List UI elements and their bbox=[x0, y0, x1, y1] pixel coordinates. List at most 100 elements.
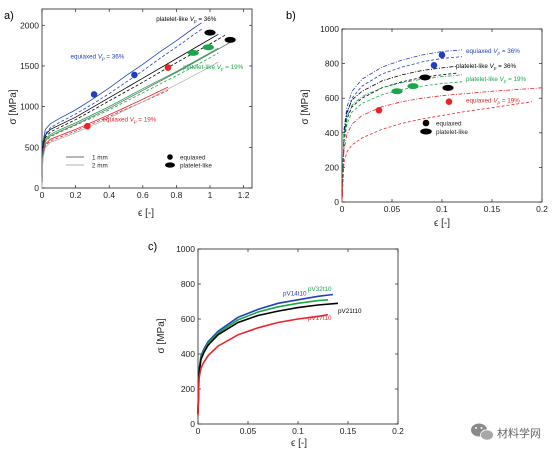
y-tick-label: 600 bbox=[181, 314, 195, 324]
series-line-grey_mid-solid bbox=[41, 42, 231, 189]
legend-marker-ellipse bbox=[165, 162, 175, 168]
x-tick-label: 0.6 bbox=[137, 190, 149, 200]
panel-b: b) σ [MPa] ϵ [-] 0 0.05 0.1 0.15 0.2 0 200 400 6… bbox=[286, 10, 548, 229]
series-line-green-dashdot bbox=[341, 74, 463, 203]
legend-label: platelet-like bbox=[180, 162, 212, 169]
marker-ellipse-green bbox=[391, 88, 403, 95]
watermark-text: 材料学网 bbox=[497, 426, 541, 440]
y-tick-label: 400 bbox=[325, 128, 339, 138]
marker-circle-blue bbox=[90, 91, 98, 98]
y-tick-label: 400 bbox=[181, 349, 195, 359]
plot-frame-2 bbox=[197, 248, 399, 425]
series-line-blue-dashdot bbox=[341, 49, 463, 203]
marker-circle-red bbox=[375, 107, 383, 114]
y-tick-label: 800 bbox=[181, 279, 195, 289]
annotation-label: platelet-like Vp = 19% bbox=[183, 64, 244, 72]
series-line-blue-dashed bbox=[41, 28, 202, 189]
x-tick-label: 0.2 bbox=[536, 204, 548, 214]
x-tick-label: 0 bbox=[340, 204, 345, 214]
annotation-label: pV32t10 bbox=[308, 286, 332, 293]
plot-frame-0 bbox=[41, 8, 253, 189]
annotation-label: pV17t10 bbox=[308, 315, 332, 322]
y-tick-label: 2000 bbox=[20, 20, 39, 30]
marker-ellipse-black bbox=[419, 74, 431, 81]
marker-circle-red bbox=[164, 64, 172, 71]
series-line-black-solid bbox=[41, 33, 219, 189]
legend-label: equiaxed bbox=[436, 120, 462, 127]
panel-c-label: c) bbox=[148, 241, 157, 253]
marker-circle-blue bbox=[438, 51, 446, 59]
series-line-green-dashed bbox=[341, 81, 463, 203]
x-tick-label: 0.1 bbox=[436, 204, 448, 214]
series-line-red-solid bbox=[197, 313, 329, 416]
marker-ellipse-black bbox=[442, 84, 454, 91]
series-line-blue-dashed bbox=[341, 56, 463, 203]
x-tick-label: 0.4 bbox=[103, 190, 115, 200]
marker-ellipse-green bbox=[202, 44, 214, 51]
panel-a-xlabel: ϵ [-] bbox=[138, 208, 154, 219]
legend-label: 2 mm bbox=[92, 162, 108, 169]
series-line-black-dashed bbox=[341, 72, 458, 203]
annotation-label: platelet-like Vp = 36% bbox=[156, 16, 217, 24]
legend-marker-circle bbox=[422, 119, 430, 127]
series-line-red-dashed bbox=[341, 101, 533, 203]
marker-ellipse-black bbox=[204, 29, 216, 36]
panel-b-label: b) bbox=[286, 10, 296, 22]
series-line-blue-solid bbox=[41, 22, 202, 189]
y-tick-label: 1500 bbox=[20, 61, 39, 71]
y-tick-label: 0 bbox=[334, 197, 339, 207]
panel-c-ylabel: σ [MPa] bbox=[156, 318, 167, 353]
legend-marker-ellipse bbox=[420, 128, 432, 135]
watermark: 材料学网 bbox=[471, 423, 541, 441]
x-tick-label: 0 bbox=[40, 190, 45, 200]
annotation-label: equiaxed Vp = 36% bbox=[71, 54, 125, 62]
panel-c: c) σ [MPa] ϵ [-] 0 0.05 0.1 0.15 0.2 0 200 400 6… bbox=[148, 241, 404, 449]
y-tick-label: 200 bbox=[325, 162, 339, 172]
annotation-label: platelet-like Vp = 36% bbox=[456, 63, 517, 71]
x-tick-label: 1.2 bbox=[238, 190, 250, 200]
series-line-blue-solid bbox=[197, 293, 334, 414]
series-line-red-dashed bbox=[41, 90, 169, 189]
x-tick-label: 0.15 bbox=[340, 426, 357, 436]
series-line-red-solid bbox=[41, 86, 169, 189]
marker-circle-blue bbox=[131, 71, 138, 79]
y-tick-label: 200 bbox=[181, 384, 195, 394]
x-tick-label: 0 bbox=[196, 426, 201, 436]
legend-marker-circle bbox=[167, 154, 173, 160]
marker-circle-blue bbox=[430, 62, 438, 69]
y-tick-label: 1000 bbox=[20, 102, 39, 112]
panel-c-xlabel: ϵ [-] bbox=[291, 438, 307, 449]
marker-ellipse-green bbox=[407, 83, 419, 90]
marker-ellipse-green bbox=[187, 49, 199, 56]
panel-b-xlabel: ϵ [-] bbox=[434, 218, 450, 229]
wechat-icon bbox=[471, 423, 494, 441]
x-tick-label: 0.05 bbox=[384, 204, 401, 214]
x-tick-label: 0.2 bbox=[70, 190, 82, 200]
panel-b-ylabel: σ [MPa] bbox=[300, 89, 311, 124]
annotation-label: platelet-like Vp = 19% bbox=[466, 76, 527, 84]
series-line-black-solid bbox=[197, 302, 339, 414]
annotation-label: equiaxed Vp = 19% bbox=[102, 116, 156, 124]
y-tick-label: 500 bbox=[25, 142, 39, 152]
x-tick-label: 0.2 bbox=[392, 426, 404, 436]
legend-label: 1 mm bbox=[92, 154, 108, 161]
panel-a-label: a) bbox=[4, 10, 14, 22]
panel-a: a) σ [MPa] ϵ [-] 0 0.2 0.4 0.6 0.8 1 1.2 0 500 10… bbox=[4, 8, 253, 219]
y-tick-label: 0 bbox=[34, 183, 39, 193]
y-tick-label: 0 bbox=[190, 419, 195, 429]
x-tick-label: 0.1 bbox=[292, 426, 304, 436]
x-tick-label: 1 bbox=[208, 190, 213, 200]
annotation-label: pV14t10 bbox=[283, 290, 307, 297]
legend-label: equiaxed bbox=[180, 154, 206, 161]
annotation-label: equiaxed Vp = 36% bbox=[466, 48, 520, 56]
legend-label: platelet-like bbox=[436, 129, 468, 136]
marker-ellipse-black bbox=[224, 36, 236, 43]
y-tick-label: 1000 bbox=[320, 24, 339, 34]
y-tick-label: 1000 bbox=[176, 244, 195, 254]
y-tick-label: 600 bbox=[325, 93, 339, 103]
marker-circle-red bbox=[445, 98, 453, 105]
series-line-grey_light-solid bbox=[41, 61, 219, 189]
y-tick-label: 800 bbox=[325, 59, 339, 69]
marker-circle-red bbox=[84, 122, 91, 130]
